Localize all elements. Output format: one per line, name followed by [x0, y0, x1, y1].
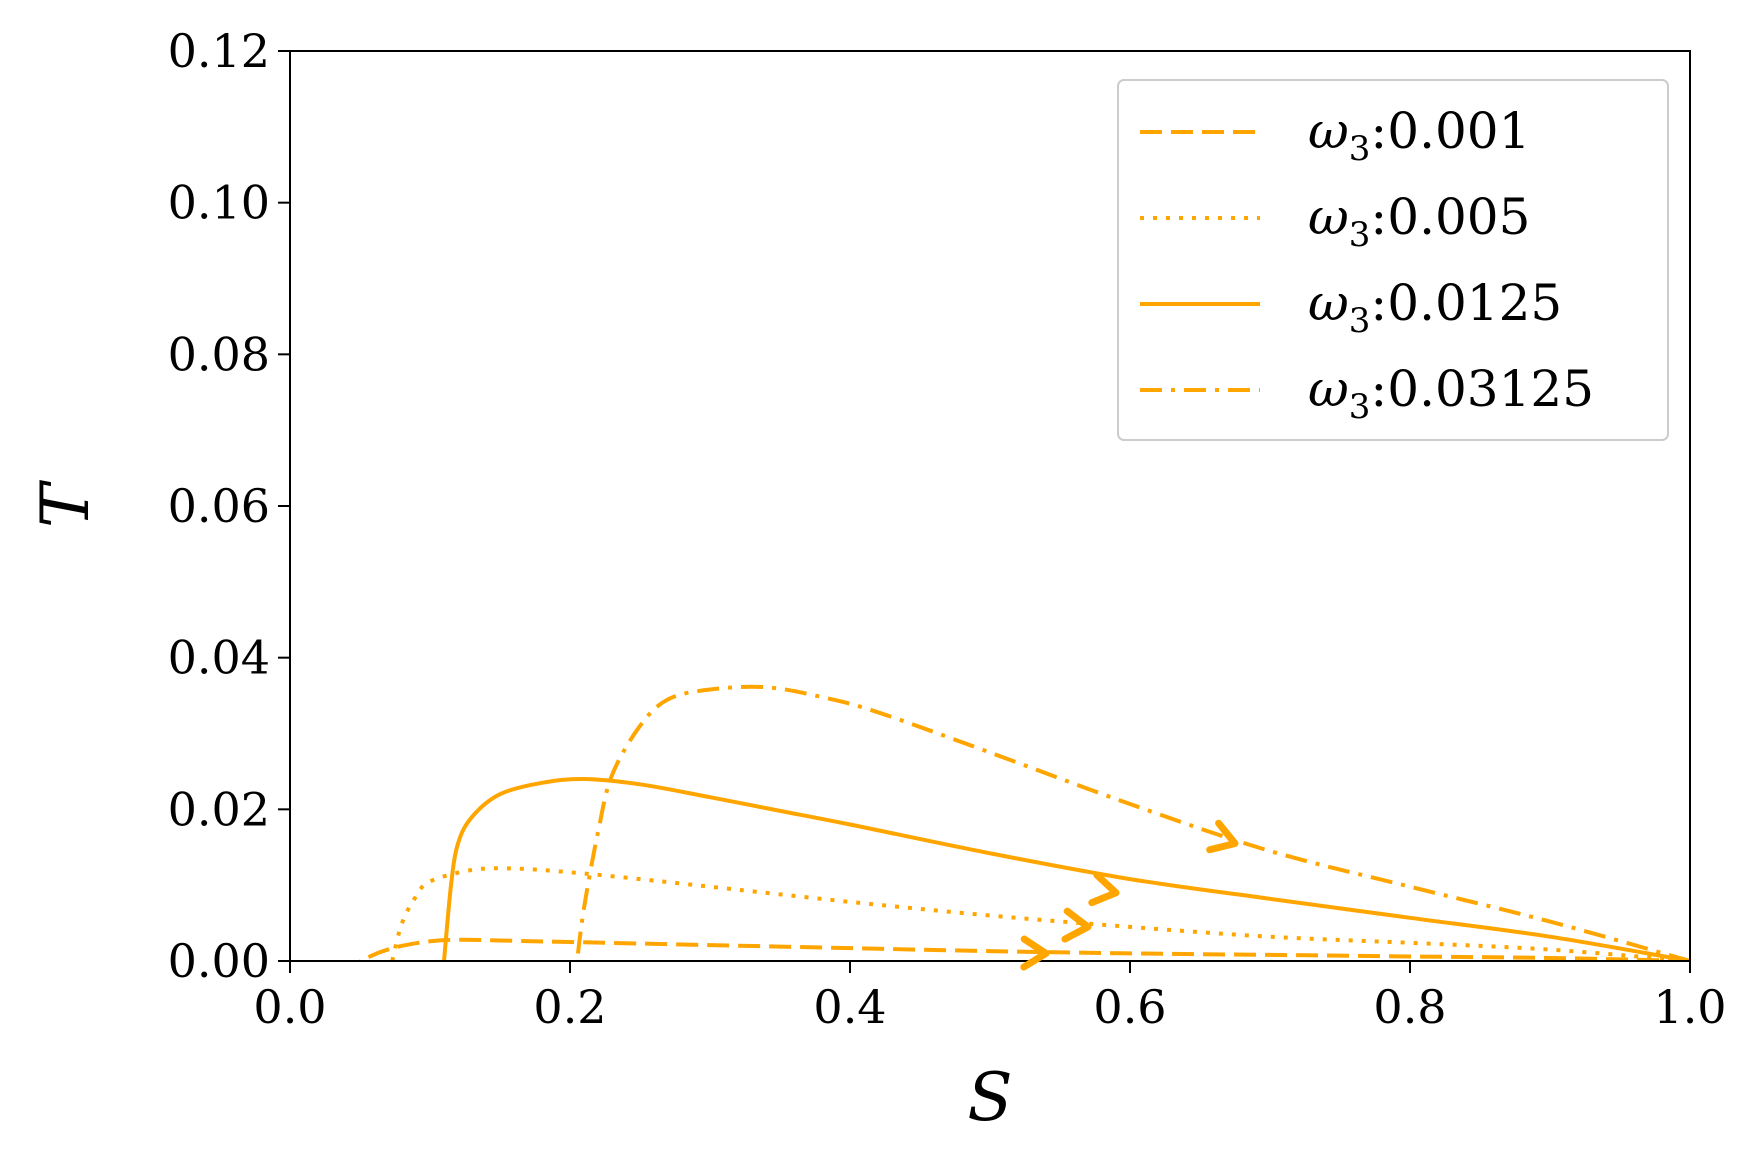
legend-box [1117, 79, 1669, 441]
y-tick-label: 0.10 [168, 176, 270, 230]
legend: ω3:0.001 ω3:0.005 ω3:0.0125 ω3:0.03125 [1117, 79, 1669, 441]
y-tick-label: 0.12 [168, 24, 270, 78]
y-tick-label: 0.04 [168, 631, 270, 685]
x-tick-label: 0.4 [813, 980, 886, 1034]
y-tick-label: 0.06 [168, 479, 270, 533]
x-tick-label: 0.8 [1373, 980, 1446, 1034]
x-tick-label: 0.2 [533, 980, 606, 1034]
y-tick-label: 0.02 [168, 782, 270, 836]
direction-arrow-1 [1061, 907, 1092, 943]
legend-label: ω3:0.005 [1308, 188, 1530, 255]
x-tick-label: 0.0 [253, 980, 326, 1034]
legend-label: ω3:0.001 [1308, 102, 1530, 169]
y-tick-label: 0.08 [168, 327, 270, 381]
series-group [359, 684, 1690, 961]
direction-arrow-2 [1088, 871, 1120, 907]
x-tick-label: 0.6 [1093, 980, 1166, 1034]
direction-arrow-0 [1020, 935, 1050, 971]
legend-label: ω3:0.03125 [1308, 360, 1594, 427]
y-tick-label: 0.00 [168, 934, 270, 988]
series-line-2 [442, 776, 1690, 961]
axis-ticks: 0.0 0.2 0.4 0.6 0.8 1.0 0.00 0.02 0.04 0.06 0.08 0.… [168, 24, 1727, 1034]
legend-label: ω3:0.0125 [1308, 274, 1562, 341]
series-line-0 [359, 937, 1690, 961]
direction-arrow-3 [1206, 819, 1239, 854]
x-tick-label: 1.0 [1653, 980, 1726, 1034]
x-axis-label: S [967, 1059, 1012, 1136]
y-axis-label: T [27, 479, 104, 528]
series-line-3 [575, 684, 1690, 961]
